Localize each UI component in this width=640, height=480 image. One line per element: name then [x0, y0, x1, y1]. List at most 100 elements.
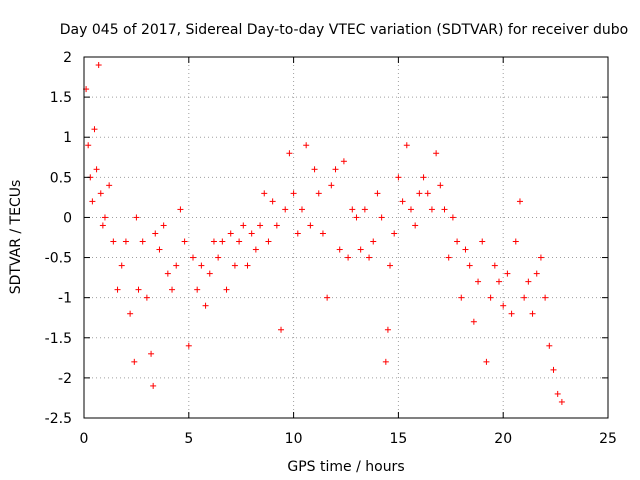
data-point	[223, 286, 230, 293]
y-axis-label: SDTVAR / TECUs	[8, 180, 24, 295]
x-tick-label: 25	[599, 431, 617, 447]
x-tick-label: 20	[494, 431, 512, 447]
data-point	[340, 158, 347, 165]
data-point	[487, 294, 494, 301]
data-point	[148, 350, 155, 357]
data-point	[437, 182, 444, 189]
data-point	[315, 190, 322, 197]
data-point	[529, 310, 536, 317]
data-point	[370, 238, 377, 245]
data-point	[303, 142, 310, 149]
data-point	[189, 254, 196, 261]
data-point	[185, 342, 192, 349]
data-point	[298, 206, 305, 213]
data-point	[160, 222, 167, 229]
data-point	[550, 366, 557, 373]
data-point	[198, 262, 205, 269]
data-point	[215, 254, 222, 261]
data-point	[387, 262, 394, 269]
data-point	[366, 254, 373, 261]
data-point	[118, 262, 125, 269]
data-point	[332, 166, 339, 173]
data-point	[169, 286, 176, 293]
data-point	[127, 310, 134, 317]
data-point	[516, 198, 523, 205]
data-point	[85, 142, 92, 149]
data-point	[554, 390, 561, 397]
x-tick-label: 10	[285, 431, 303, 447]
data-point	[542, 294, 549, 301]
data-point	[349, 206, 356, 213]
data-point	[399, 198, 406, 205]
y-tick-label: 1.5	[50, 90, 72, 106]
data-point	[139, 238, 146, 245]
data-point	[533, 270, 540, 277]
data-point	[324, 294, 331, 301]
y-tick-label: -2	[58, 371, 72, 387]
data-point	[265, 238, 272, 245]
data-point	[416, 190, 423, 197]
data-point	[353, 214, 360, 221]
y-tick-label: -2.5	[45, 411, 72, 427]
data-point	[361, 206, 368, 213]
data-point	[95, 62, 102, 69]
data-point	[252, 246, 259, 253]
data-point	[357, 246, 364, 253]
data-point	[248, 230, 255, 237]
data-point	[336, 246, 343, 253]
data-point	[227, 230, 234, 237]
data-point	[454, 238, 461, 245]
data-points	[83, 62, 565, 405]
data-point	[244, 262, 251, 269]
data-point	[261, 190, 268, 197]
data-point	[290, 190, 297, 197]
data-point	[122, 238, 129, 245]
data-point	[462, 246, 469, 253]
data-point	[114, 286, 121, 293]
data-point	[441, 206, 448, 213]
data-point	[101, 214, 108, 221]
data-point	[378, 214, 385, 221]
data-point	[173, 262, 180, 269]
y-tick-label: 2	[63, 50, 72, 66]
data-point	[240, 222, 247, 229]
data-point	[219, 238, 226, 245]
data-point	[156, 246, 163, 253]
data-point	[537, 254, 544, 261]
data-point	[278, 326, 285, 333]
data-point	[181, 238, 188, 245]
data-point	[294, 230, 301, 237]
data-point	[420, 174, 427, 181]
x-axis-label: GPS time / hours	[287, 459, 404, 475]
data-point	[508, 310, 515, 317]
data-point	[131, 358, 138, 365]
data-point	[210, 238, 217, 245]
data-point	[412, 222, 419, 229]
y-tick-label: 0.5	[50, 170, 72, 186]
data-point	[403, 142, 410, 149]
data-point	[110, 238, 117, 245]
plot-frame	[83, 56, 609, 419]
data-point	[269, 198, 276, 205]
data-point	[150, 382, 157, 389]
data-point	[428, 206, 435, 213]
data-point	[135, 286, 142, 293]
data-point	[152, 230, 159, 237]
data-point	[483, 358, 490, 365]
data-point	[546, 342, 553, 349]
data-point	[449, 214, 456, 221]
data-point	[319, 230, 326, 237]
y-tick-label: 1	[63, 130, 72, 146]
data-point	[466, 262, 473, 269]
data-point	[133, 214, 140, 221]
data-point	[311, 166, 318, 173]
data-point	[391, 230, 398, 237]
data-point	[307, 222, 314, 229]
x-tick-label: 0	[80, 431, 89, 447]
x-tick-label: 5	[184, 431, 193, 447]
data-point	[97, 190, 104, 197]
data-point	[93, 166, 100, 173]
data-point	[273, 222, 280, 229]
data-point	[458, 294, 465, 301]
